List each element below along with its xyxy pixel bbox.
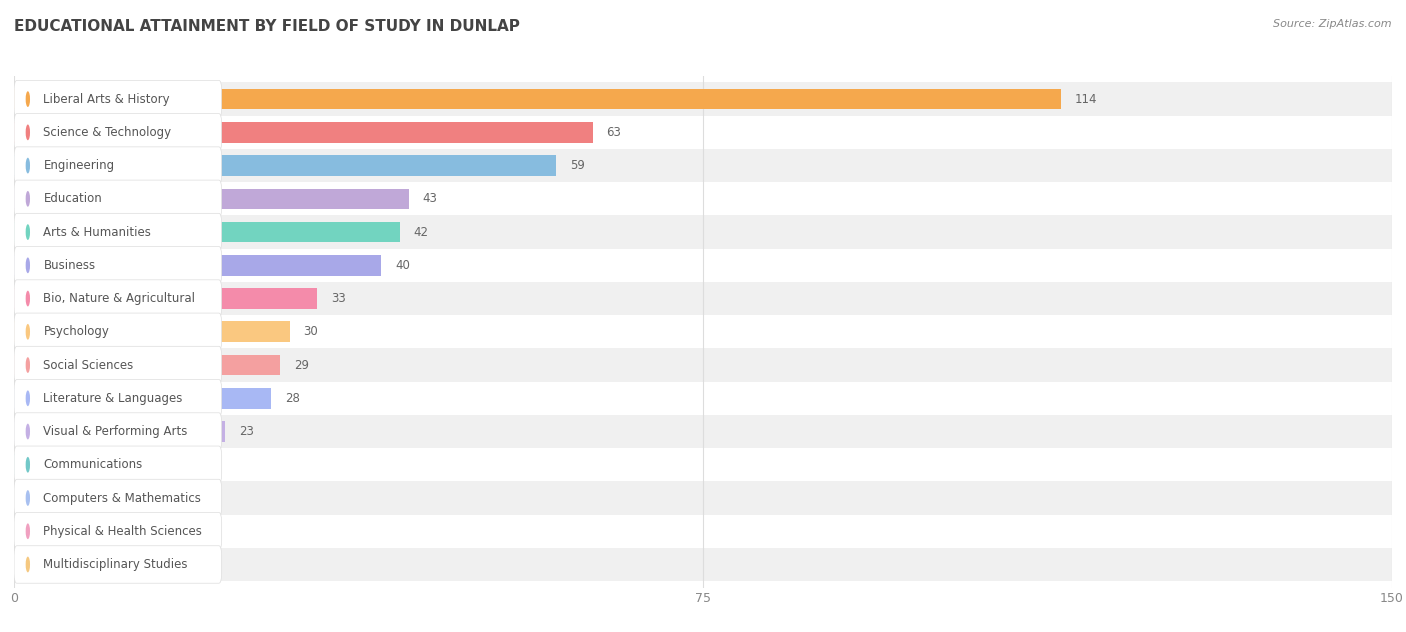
- Text: 42: 42: [413, 226, 429, 238]
- Text: Bio, Nature & Agricultural: Bio, Nature & Agricultural: [44, 292, 195, 305]
- Text: 33: 33: [330, 292, 346, 305]
- Circle shape: [25, 191, 30, 207]
- Circle shape: [25, 91, 30, 107]
- FancyBboxPatch shape: [14, 80, 222, 118]
- FancyBboxPatch shape: [0, 83, 1406, 116]
- Text: 59: 59: [569, 159, 585, 172]
- Text: Social Sciences: Social Sciences: [44, 358, 134, 372]
- Text: Literature & Languages: Literature & Languages: [44, 392, 183, 404]
- Text: Engineering: Engineering: [44, 159, 114, 172]
- Bar: [14, 454, 188, 475]
- FancyBboxPatch shape: [0, 548, 1406, 581]
- Text: 0: 0: [37, 492, 45, 504]
- Circle shape: [25, 423, 30, 439]
- Bar: [14, 155, 555, 176]
- FancyBboxPatch shape: [0, 116, 1406, 149]
- Text: Arts & Humanities: Arts & Humanities: [44, 226, 152, 238]
- FancyBboxPatch shape: [0, 482, 1406, 514]
- Text: 28: 28: [285, 392, 299, 404]
- Text: Multidisciplinary Studies: Multidisciplinary Studies: [44, 558, 188, 571]
- Circle shape: [25, 257, 30, 273]
- Text: 0: 0: [37, 558, 45, 571]
- FancyBboxPatch shape: [0, 315, 1406, 348]
- Circle shape: [25, 357, 30, 373]
- FancyBboxPatch shape: [0, 348, 1406, 382]
- Text: 63: 63: [606, 126, 621, 139]
- FancyBboxPatch shape: [14, 380, 222, 417]
- Circle shape: [25, 557, 30, 573]
- Text: Visual & Performing Arts: Visual & Performing Arts: [44, 425, 188, 438]
- Bar: [14, 89, 1062, 109]
- FancyBboxPatch shape: [0, 249, 1406, 282]
- FancyBboxPatch shape: [0, 149, 1406, 182]
- Bar: [14, 388, 271, 409]
- Bar: [14, 288, 318, 309]
- Circle shape: [25, 490, 30, 506]
- FancyBboxPatch shape: [0, 415, 1406, 448]
- FancyBboxPatch shape: [14, 246, 222, 284]
- Text: Communications: Communications: [44, 458, 142, 471]
- Text: 30: 30: [304, 325, 318, 338]
- Bar: [14, 255, 381, 276]
- FancyBboxPatch shape: [14, 214, 222, 251]
- Text: Physical & Health Sciences: Physical & Health Sciences: [44, 525, 202, 538]
- Circle shape: [25, 125, 30, 140]
- Bar: [14, 355, 280, 375]
- Circle shape: [25, 224, 30, 240]
- FancyBboxPatch shape: [14, 147, 222, 185]
- FancyBboxPatch shape: [0, 448, 1406, 482]
- FancyBboxPatch shape: [14, 280, 222, 317]
- Circle shape: [25, 158, 30, 173]
- FancyBboxPatch shape: [14, 513, 222, 550]
- FancyBboxPatch shape: [14, 313, 222, 351]
- Text: 43: 43: [423, 192, 437, 205]
- Text: Business: Business: [44, 259, 96, 272]
- Circle shape: [25, 324, 30, 339]
- Text: EDUCATIONAL ATTAINMENT BY FIELD OF STUDY IN DUNLAP: EDUCATIONAL ATTAINMENT BY FIELD OF STUDY…: [14, 19, 520, 34]
- FancyBboxPatch shape: [14, 346, 222, 384]
- FancyBboxPatch shape: [14, 413, 222, 450]
- FancyBboxPatch shape: [14, 479, 222, 517]
- Circle shape: [25, 457, 30, 473]
- FancyBboxPatch shape: [0, 382, 1406, 415]
- FancyBboxPatch shape: [0, 216, 1406, 249]
- Bar: [14, 322, 290, 342]
- FancyBboxPatch shape: [0, 182, 1406, 216]
- Text: 114: 114: [1076, 93, 1098, 106]
- Circle shape: [25, 291, 30, 307]
- Text: 0: 0: [37, 525, 45, 538]
- FancyBboxPatch shape: [0, 514, 1406, 548]
- Text: Source: ZipAtlas.com: Source: ZipAtlas.com: [1274, 19, 1392, 29]
- Text: 40: 40: [395, 259, 411, 272]
- Text: Science & Technology: Science & Technology: [44, 126, 172, 139]
- Bar: [14, 188, 409, 209]
- Text: Psychology: Psychology: [44, 325, 110, 338]
- Circle shape: [25, 391, 30, 406]
- FancyBboxPatch shape: [14, 180, 222, 217]
- FancyBboxPatch shape: [14, 446, 222, 483]
- Bar: [14, 421, 225, 442]
- FancyBboxPatch shape: [14, 546, 222, 583]
- FancyBboxPatch shape: [14, 114, 222, 151]
- Circle shape: [25, 523, 30, 539]
- Text: 23: 23: [239, 425, 254, 438]
- Text: 29: 29: [294, 358, 309, 372]
- Text: Education: Education: [44, 192, 103, 205]
- Bar: [14, 222, 399, 243]
- Bar: [14, 122, 593, 143]
- FancyBboxPatch shape: [0, 282, 1406, 315]
- Text: Liberal Arts & History: Liberal Arts & History: [44, 93, 170, 106]
- Text: 19: 19: [202, 458, 218, 471]
- Text: Computers & Mathematics: Computers & Mathematics: [44, 492, 201, 504]
